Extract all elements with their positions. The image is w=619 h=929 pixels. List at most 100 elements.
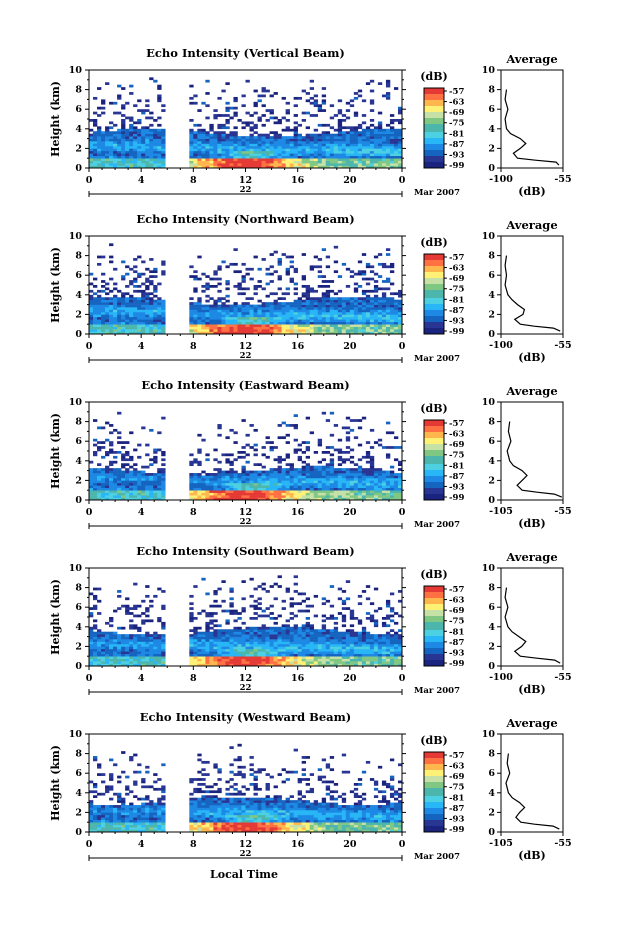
heatmap-cell [281,143,286,147]
heatmap-cell [317,321,323,325]
heatmap-cell [193,302,198,305]
average-x-tick-label: -100 [489,340,513,351]
heatmap-cell [293,426,298,430]
heatmap-cell [261,311,266,315]
heatmap-cell [345,451,351,454]
heatmap-cell [245,158,250,161]
heatmap-cell [297,153,302,157]
heatmap-cell [233,153,238,157]
heatmap-cell [285,470,290,474]
heatmap-cell [97,131,102,134]
heatmap-cell [341,316,347,320]
heatmap-cell [205,646,210,650]
heatmap-cell [261,160,266,164]
heatmap-cell [333,497,339,501]
heatmap-cell [305,490,310,493]
heatmap-cell [321,482,327,486]
heatmap-cell [129,163,134,166]
heatmap-cell [213,487,218,491]
heatmap-cell [325,304,331,308]
heatmap-cell [109,148,114,152]
colorbar-segment [424,326,444,329]
heatmap-cell [301,165,306,169]
heatmap-cell [149,487,154,491]
heatmap-cell [213,641,218,645]
heatmap-cell [113,634,118,637]
average-profile-line [504,255,561,332]
heatmap-cell [385,307,391,310]
heatmap-cell [301,160,306,164]
heatmap-cell [357,148,363,152]
heatmap-cell [241,321,246,325]
heatmap-cell [133,138,138,142]
heatmap-cell [241,158,246,161]
heatmap-cell [125,321,130,325]
heatmap-cell [261,324,266,327]
heatmap-cell [113,451,118,454]
heatmap-cell [265,648,270,652]
heatmap-cell [233,470,238,474]
heatmap-cell [141,653,146,657]
heatmap-cell [305,145,310,149]
heatmap-cell [297,145,302,149]
heatmap-cell [205,138,210,142]
heatmap-cell [197,109,202,112]
heatmap-cell [369,131,375,134]
heatmap-cell [97,475,102,479]
heatmap-cell [277,475,282,479]
heatmap-cell [365,492,371,496]
heatmap-cell [89,653,94,657]
heatmap-cell [113,321,118,325]
colorbar-tick-label: -81 [449,295,464,305]
heatmap-cell [205,634,210,637]
heatmap-cell [269,477,274,481]
heatmap-cell [233,96,238,100]
heatmap-cell [393,155,399,159]
heatmap-cell [369,109,375,112]
heatmap-cell [233,138,238,142]
heatmap-cell [329,153,335,157]
heatmap-cell [225,307,230,310]
heatmap-cell [161,141,166,144]
heatmap-cell [393,316,399,320]
heatmap-cell [353,158,359,161]
heatmap-cell [393,138,399,142]
heatmap-cell [273,487,278,491]
heatmap-cell [369,495,375,498]
heatmap-cell [237,487,242,491]
heatmap-cell [325,314,331,318]
heatmap-cell [157,329,162,332]
heatmap-cell [145,145,150,149]
y-tick-label: 0 [75,163,82,174]
heatmap-cell [157,482,162,486]
heatmap-cell [125,326,130,330]
heatmap-cell [305,153,310,157]
colorbar-segment [424,458,444,461]
heatmap-cell [373,482,379,486]
heatmap-cell [145,165,150,169]
heatmap-cell [313,316,319,320]
colorbar-segment [424,264,444,267]
heatmap-cell [229,604,234,608]
heatmap-cell [349,475,355,479]
heatmap-cell [253,123,258,127]
heatmap-cell [149,321,154,325]
heatmap-cell [389,431,395,435]
heatmap-cell [89,138,94,142]
heatmap-cell [377,155,383,159]
heatmap-cell [137,99,142,103]
heatmap-cell [125,653,130,657]
heatmap-cell [261,145,266,149]
heatmap-cell [249,639,254,642]
heatmap-cell [365,265,371,269]
heatmap-cell [105,485,110,489]
heatmap-cell [321,309,327,313]
heatmap-cell [89,643,94,647]
heatmap-cell [293,158,298,161]
average-profile-line [504,89,560,166]
heatmap-cell [257,307,262,310]
heatmap-cell [197,316,202,320]
heatmap-cell [261,643,266,647]
heatmap-cell [221,487,226,491]
heatmap-cell [261,309,266,313]
